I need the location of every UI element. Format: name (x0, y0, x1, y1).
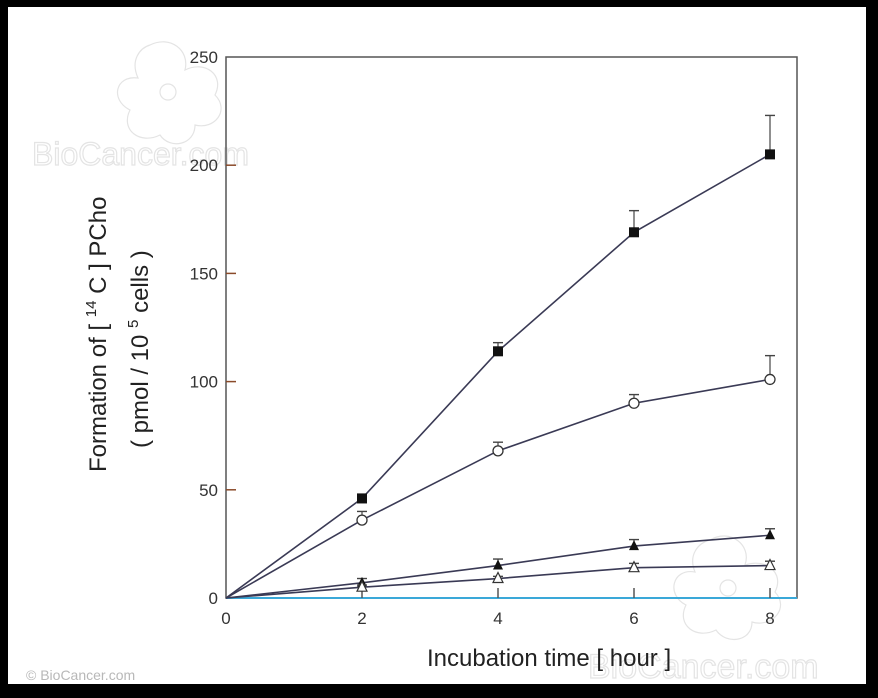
y-axis-subtitle-sup: 5 (125, 320, 142, 328)
x-tick-label: 2 (357, 609, 366, 628)
copyright-notice: © BioCancer.com (26, 667, 136, 683)
triangle-marker (493, 559, 503, 570)
y-tick-label: 100 (190, 373, 218, 392)
y-tick-label: 250 (190, 48, 218, 67)
square-marker (357, 493, 367, 504)
series-open-triangle (225, 558, 776, 599)
series-line (225, 153, 771, 599)
circle-marker (492, 445, 504, 457)
open-triangle-marker (356, 579, 368, 592)
y-axis-title: Formation of [ 14 C ] PCho (75, 197, 112, 472)
data-series (225, 114, 776, 599)
open-triangle-marker (628, 560, 640, 573)
square-marker (493, 346, 503, 357)
y-axis: 0 50 100 150 200 250 (190, 48, 236, 608)
y-tick-label: 0 (209, 589, 218, 608)
square-marker (765, 149, 775, 160)
watermark-logo-bottom (673, 535, 782, 641)
square-marker (629, 227, 639, 238)
circle-marker (764, 373, 776, 386)
y-axis-subtitle-rest: cells ) (127, 250, 154, 313)
y-axis-subtitle: ( pmol / 10 5 cells ) (117, 250, 154, 448)
circle-marker (356, 514, 368, 526)
series-open-circle (225, 354, 776, 599)
x-axis: 0 2 4 6 8 (221, 588, 775, 628)
chart-frame (8, 7, 866, 684)
x-tick-label: 4 (493, 609, 502, 628)
open-triangle-marker (764, 558, 776, 571)
y-tick-label: 150 (190, 264, 218, 283)
y-tick-label: 200 (190, 156, 218, 175)
x-tick-label: 8 (765, 609, 774, 628)
y-axis-title-rest: C ] PCho (85, 197, 112, 294)
x-axis-title: Incubation time [ hour ] (427, 645, 671, 672)
y-axis-title-sup: 14 (83, 301, 100, 318)
svg-text:Formation of [ 14: Formation of [ 14 C ] PCho (75, 197, 112, 472)
y-axis-title-main: Formation of [ (85, 324, 112, 472)
triangle-marker (629, 540, 639, 551)
triangle-marker (765, 529, 775, 540)
watermark-text-bottom: BioCancer.com (588, 648, 819, 686)
x-tick-label: 6 (629, 609, 638, 628)
watermark-text-top: BioCancer.com (32, 136, 249, 172)
x-tick-label: 0 (221, 609, 230, 628)
svg-text:( pmol / 10 5 cell: ( pmol / 10 5 cells ) (117, 250, 154, 448)
plot-area (225, 56, 798, 599)
series-filled-square (225, 114, 775, 599)
watermark-logo-top (116, 41, 222, 145)
circle-marker (628, 397, 640, 409)
y-axis-subtitle-main: ( pmol / 10 (127, 335, 154, 448)
y-tick-label: 50 (199, 481, 218, 500)
open-triangle-marker (492, 571, 504, 584)
